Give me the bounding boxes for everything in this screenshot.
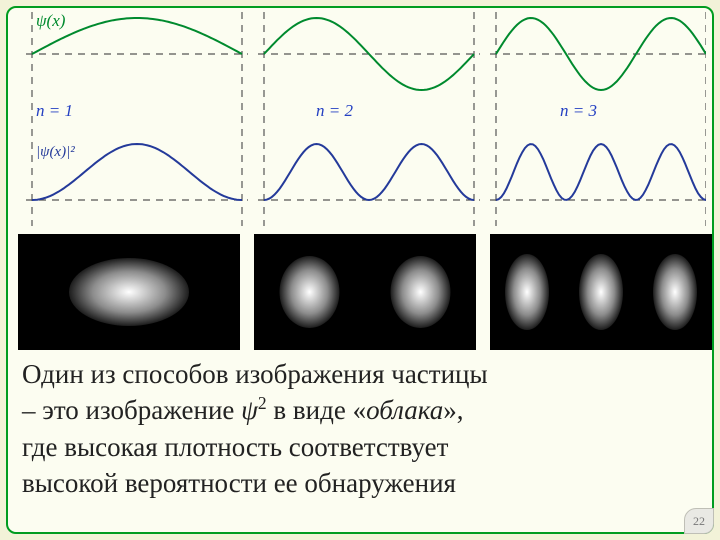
page-number-badge: 22 [684,508,714,534]
content-panel: n = 1 n = 2 n = 3 ψ(x) |ψ(x)|² Один из спосо… [6,6,714,534]
psi-symbol: ψ [241,395,258,425]
cloud-n1 [18,234,240,350]
cloud-n2 [254,234,476,350]
caption-line4: высокой вероятности ее обнаружения [22,468,456,498]
cloud-word: облака [366,395,443,425]
probability-clouds-row [18,234,712,350]
svg-text:n = 1: n = 1 [36,101,73,120]
svg-text:ψ(x): ψ(x) [36,11,66,30]
svg-text:n = 3: n = 3 [560,101,597,120]
caption-line2c: », [443,395,463,425]
slide: n = 1 n = 2 n = 3 ψ(x) |ψ(x)|² Один из спосо… [0,0,720,540]
svg-text:|ψ(x)|²: |ψ(x)|² [36,144,75,160]
cloud-n3 [490,234,712,350]
caption-line1: Один из способов изображения частицы [22,359,488,389]
psi-exponent: 2 [258,393,267,413]
caption-line2a: – это изображение [22,395,241,425]
caption-line3: где высокая плотность соответствует [22,432,448,462]
caption-text: Один из способов изображения частицы – э… [22,356,698,502]
wavefunction-figure: n = 1 n = 2 n = 3 ψ(x) |ψ(x)|² [18,8,706,230]
page-number: 22 [693,514,705,529]
svg-text:n = 2: n = 2 [316,101,353,120]
caption-line2b: в виде « [267,395,366,425]
